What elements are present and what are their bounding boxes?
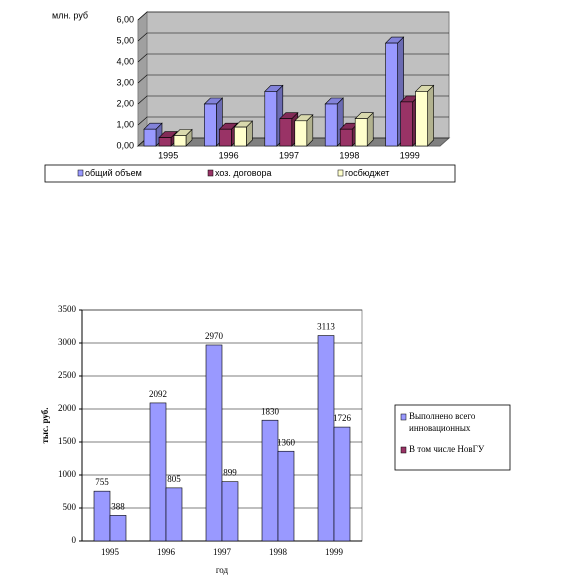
bar (165, 487, 183, 542)
y-axis-label: тыс. руб. (40, 408, 50, 444)
bar (234, 126, 247, 147)
bar (93, 490, 111, 542)
bar (400, 101, 413, 147)
bar (261, 419, 279, 542)
y-tick-label: 2,00 (116, 98, 134, 108)
x-tick-label: 1999 (400, 150, 420, 160)
bar (324, 103, 338, 147)
x-axis-label: год (216, 565, 229, 575)
legend-label: Выполнено всего инновационных проектов (409, 411, 476, 438)
value-label: 755 (95, 477, 109, 487)
bar (294, 120, 308, 147)
bar (149, 402, 167, 542)
legend-label: В том числе НовГУ (409, 444, 485, 454)
y-tick-label: 6,00 (116, 14, 134, 24)
x-tick-label: 1995 (158, 150, 178, 160)
y-tick-label: 3500 (58, 304, 77, 314)
grid-line (137, 116, 449, 126)
bar (264, 91, 278, 147)
bar-side (427, 84, 434, 147)
y-tick-label: 3,00 (116, 77, 134, 87)
y-tick-label: 0 (72, 535, 77, 545)
bar (277, 450, 295, 542)
x-tick-label: 1997 (279, 150, 299, 160)
legend-label: хоз. договора (215, 168, 271, 178)
value-label: 1830 (261, 406, 280, 416)
value-label: 899 (223, 468, 237, 478)
bar (317, 335, 335, 542)
bar (333, 426, 351, 542)
bar (339, 128, 353, 147)
legend-swatch (400, 446, 407, 454)
bar (279, 118, 293, 147)
bar (354, 118, 368, 147)
y-tick-label: 2500 (58, 370, 77, 380)
grid-line (137, 11, 449, 21)
y-tick-label: 3000 (58, 337, 77, 347)
y-tick-label: 1500 (58, 436, 77, 446)
x-tick-label: 1996 (219, 150, 239, 160)
y-tick-label: 0,00 (116, 140, 134, 150)
y-tick-label: 4,00 (116, 56, 134, 66)
bar (158, 137, 172, 147)
grid-line (137, 53, 449, 63)
legend-entry: Выполнено всего инновационных проектов (409, 411, 476, 438)
bar (415, 91, 428, 147)
bar (143, 128, 157, 147)
y-axis-label: млн. руб (52, 10, 88, 20)
grid-line (137, 74, 449, 84)
bar (205, 344, 223, 542)
legend-entry: В том числе НовГУ (409, 444, 485, 454)
x-tick-label: 1998 (269, 547, 288, 557)
grid-line (137, 32, 449, 42)
value-label: 388 (111, 501, 125, 511)
grid-line (137, 95, 449, 105)
bar (109, 515, 127, 542)
legend-label: госбюджет (345, 168, 389, 178)
x-tick-label: 1999 (325, 547, 344, 557)
value-label: 2970 (205, 331, 224, 341)
y-tick-label: 1000 (58, 469, 77, 479)
y-tick-label: 5,00 (116, 35, 134, 45)
y-tick-label: 2000 (58, 403, 77, 413)
x-tick-label: 1998 (339, 150, 359, 160)
legend-swatch (207, 169, 214, 177)
legend-swatch (77, 169, 84, 177)
value-label: 805 (167, 474, 181, 484)
value-label: 1726 (333, 413, 352, 423)
bar (221, 481, 239, 542)
value-label: 3113 (317, 322, 335, 332)
bar (204, 103, 217, 147)
x-tick-label: 1997 (213, 547, 232, 557)
value-label: 2092 (149, 389, 167, 399)
value-label: 1360 (277, 437, 296, 447)
legend-swatch (337, 169, 344, 177)
y-tick-label: 1,00 (116, 119, 134, 129)
x-tick-label: 1996 (157, 547, 176, 557)
legend-label: общий объем (85, 168, 142, 178)
x-tick-label: 1995 (101, 547, 120, 557)
bar (385, 42, 398, 147)
bar (173, 135, 187, 147)
legend-swatch (400, 413, 407, 421)
legend-box (44, 164, 456, 183)
legend-box (394, 404, 511, 471)
bar (219, 128, 232, 147)
plot-area (0, 0, 1, 1)
y-tick-label: 500 (63, 502, 77, 512)
